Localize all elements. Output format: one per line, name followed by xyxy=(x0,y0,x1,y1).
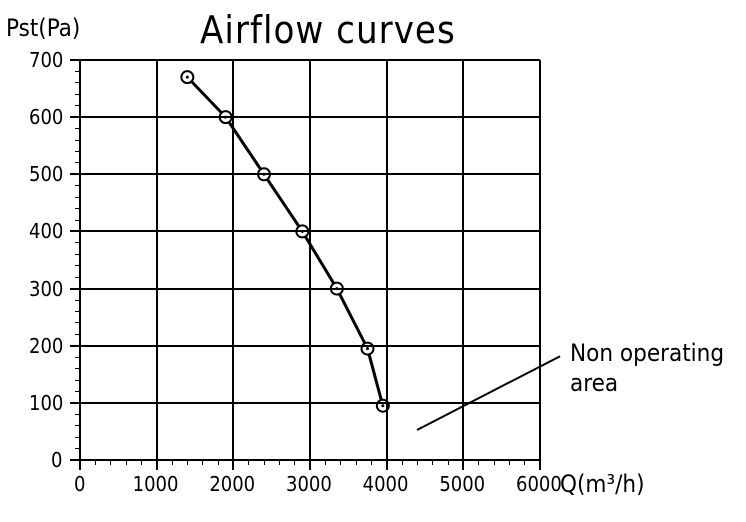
y-tick-label: 100 xyxy=(29,391,63,415)
y-tick-minor xyxy=(75,277,80,278)
gridline-vertical xyxy=(309,60,311,460)
gridline-horizontal xyxy=(80,288,540,290)
airflow-curve xyxy=(187,77,382,406)
gridline-horizontal xyxy=(80,345,540,347)
y-tick-major xyxy=(70,402,80,404)
y-tick-minor xyxy=(75,322,80,323)
y-tick-minor xyxy=(75,448,80,449)
x-tick-major xyxy=(156,460,158,470)
gridline-vertical xyxy=(386,60,388,460)
y-tick-minor xyxy=(75,220,80,221)
y-tick-minor xyxy=(75,151,80,152)
y-tick-minor xyxy=(75,380,80,381)
x-tick-label: 0 xyxy=(74,472,85,496)
y-tick-minor xyxy=(75,82,80,83)
y-tick-minor xyxy=(75,197,80,198)
x-tick-major xyxy=(309,460,311,470)
y-tick-minor xyxy=(75,242,80,243)
x-tick-major xyxy=(232,460,234,470)
y-axis-label: Pst(Pa) xyxy=(6,14,80,42)
y-tick-label: 0 xyxy=(51,448,62,472)
y-tick-label: 300 xyxy=(29,277,63,301)
y-tick-minor xyxy=(75,357,80,358)
y-tick-minor xyxy=(75,71,80,72)
gridline-horizontal xyxy=(80,59,540,61)
y-tick-label: 200 xyxy=(29,334,63,358)
y-tick-minor xyxy=(75,334,80,335)
x-tick-label: 6000 xyxy=(516,472,562,496)
y-tick-major xyxy=(70,116,80,118)
y-tick-label: 500 xyxy=(29,162,63,186)
y-tick-minor xyxy=(75,185,80,186)
y-tick-minor xyxy=(75,311,80,312)
gridline-horizontal xyxy=(80,173,540,175)
y-tick-minor xyxy=(75,300,80,301)
x-axis-label: Q(m³/h) xyxy=(560,470,645,498)
y-tick-major xyxy=(70,288,80,290)
x-tick-major xyxy=(386,460,388,470)
y-tick-major xyxy=(70,230,80,232)
y-tick-minor xyxy=(75,368,80,369)
y-tick-minor xyxy=(75,162,80,163)
y-tick-label: 700 xyxy=(29,48,63,72)
y-tick-minor xyxy=(75,425,80,426)
x-tick-label: 4000 xyxy=(363,472,409,496)
gridline-horizontal xyxy=(80,459,540,461)
airflow-chart-container: Airflow curves Pst(Pa) Q(m³/h) 010002000… xyxy=(0,0,746,522)
y-tick-minor xyxy=(75,254,80,255)
y-tick-major xyxy=(70,173,80,175)
non-operating-area-annotation: Non operating area xyxy=(570,338,724,398)
y-tick-major xyxy=(70,345,80,347)
gridline-vertical xyxy=(232,60,234,460)
x-tick-major xyxy=(79,460,81,470)
y-tick-label: 400 xyxy=(29,219,63,243)
y-tick-minor xyxy=(75,105,80,106)
y-tick-major xyxy=(70,59,80,61)
x-tick-label: 3000 xyxy=(286,472,332,496)
y-tick-minor xyxy=(75,414,80,415)
y-tick-minor xyxy=(75,265,80,266)
y-tick-major xyxy=(70,459,80,461)
y-tick-minor xyxy=(75,208,80,209)
x-tick-label: 2000 xyxy=(209,472,255,496)
y-tick-minor xyxy=(75,140,80,141)
y-tick-minor xyxy=(75,128,80,129)
gridline-horizontal xyxy=(80,230,540,232)
x-tick-label: 5000 xyxy=(439,472,485,496)
y-tick-minor xyxy=(75,94,80,95)
y-tick-minor xyxy=(75,437,80,438)
data-point xyxy=(181,71,193,83)
gridline-vertical xyxy=(79,60,81,460)
gridline-horizontal xyxy=(80,116,540,118)
gridline-vertical xyxy=(462,60,464,460)
x-tick-major xyxy=(539,460,541,470)
x-tick-label: 1000 xyxy=(133,472,179,496)
x-tick-major xyxy=(462,460,464,470)
y-tick-minor xyxy=(75,391,80,392)
gridline-vertical xyxy=(156,60,158,460)
gridline-vertical xyxy=(539,60,541,460)
y-tick-label: 600 xyxy=(29,105,63,129)
chart-title: Airflow curves xyxy=(200,8,456,52)
